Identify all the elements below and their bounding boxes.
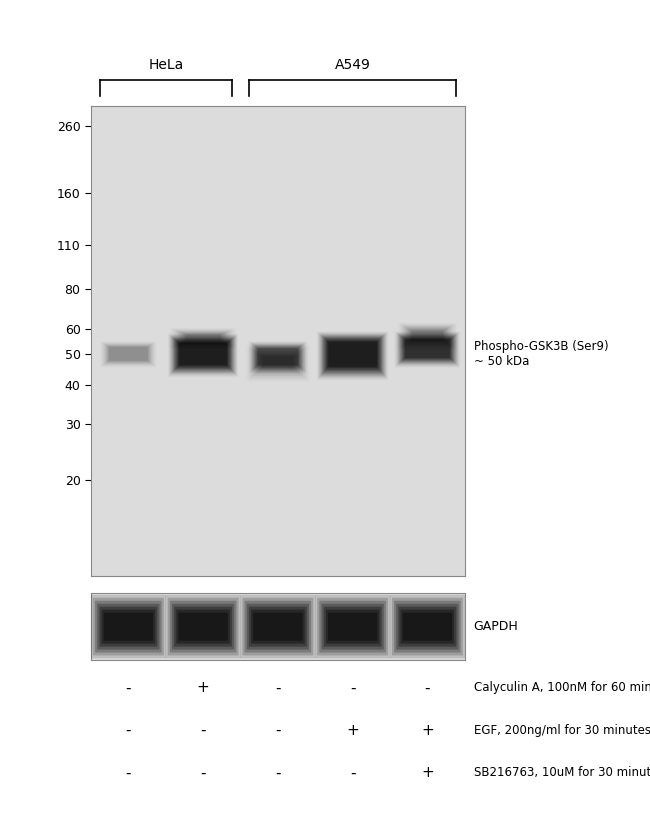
FancyBboxPatch shape (93, 598, 164, 655)
FancyBboxPatch shape (399, 335, 456, 364)
FancyBboxPatch shape (257, 352, 299, 373)
FancyBboxPatch shape (240, 595, 315, 659)
FancyBboxPatch shape (398, 334, 457, 364)
FancyBboxPatch shape (247, 604, 309, 650)
FancyBboxPatch shape (257, 348, 298, 365)
FancyBboxPatch shape (172, 604, 234, 650)
Text: Phospho-GSK3B (Ser9)
~ 50 kDa: Phospho-GSK3B (Ser9) ~ 50 kDa (474, 340, 608, 368)
FancyBboxPatch shape (252, 343, 304, 371)
FancyBboxPatch shape (172, 337, 235, 373)
FancyBboxPatch shape (328, 613, 377, 641)
FancyBboxPatch shape (396, 604, 458, 650)
FancyBboxPatch shape (410, 330, 445, 342)
FancyBboxPatch shape (255, 351, 301, 374)
Text: Calyculin A, 100nM for 60 minutes: Calyculin A, 100nM for 60 minutes (474, 681, 650, 694)
FancyBboxPatch shape (404, 338, 451, 359)
Text: SB216763, 10uM for 30 minutes: SB216763, 10uM for 30 minutes (474, 766, 650, 779)
FancyBboxPatch shape (324, 607, 382, 646)
Text: -: - (200, 766, 206, 780)
Text: -: - (125, 723, 131, 738)
FancyBboxPatch shape (408, 329, 447, 342)
FancyBboxPatch shape (390, 595, 465, 659)
FancyBboxPatch shape (328, 342, 377, 367)
Text: A549: A549 (335, 58, 370, 72)
FancyBboxPatch shape (251, 609, 305, 644)
FancyBboxPatch shape (178, 332, 228, 345)
FancyBboxPatch shape (95, 600, 162, 653)
FancyBboxPatch shape (91, 595, 166, 659)
FancyBboxPatch shape (170, 336, 236, 374)
FancyBboxPatch shape (178, 342, 228, 367)
Text: -: - (125, 766, 131, 780)
FancyBboxPatch shape (99, 607, 157, 646)
FancyBboxPatch shape (392, 598, 463, 655)
FancyBboxPatch shape (249, 607, 307, 646)
FancyBboxPatch shape (174, 607, 232, 646)
FancyBboxPatch shape (182, 333, 224, 343)
FancyBboxPatch shape (108, 346, 149, 362)
Text: -: - (350, 766, 356, 780)
FancyBboxPatch shape (255, 346, 301, 368)
FancyBboxPatch shape (257, 347, 299, 366)
FancyBboxPatch shape (252, 344, 304, 370)
FancyBboxPatch shape (259, 354, 297, 371)
FancyBboxPatch shape (180, 332, 226, 344)
FancyBboxPatch shape (173, 337, 233, 372)
FancyBboxPatch shape (176, 340, 231, 369)
FancyBboxPatch shape (262, 356, 294, 368)
FancyBboxPatch shape (322, 336, 384, 374)
FancyBboxPatch shape (323, 337, 382, 373)
FancyBboxPatch shape (254, 345, 302, 369)
Text: EGF, 200ng/ml for 30 minutes: EGF, 200ng/ml for 30 minutes (474, 724, 650, 737)
FancyBboxPatch shape (400, 336, 454, 362)
FancyBboxPatch shape (411, 331, 443, 341)
FancyBboxPatch shape (315, 595, 390, 659)
FancyBboxPatch shape (166, 595, 240, 659)
Text: +: + (421, 723, 434, 738)
FancyBboxPatch shape (402, 337, 452, 360)
FancyBboxPatch shape (324, 338, 381, 371)
FancyBboxPatch shape (318, 333, 387, 379)
FancyBboxPatch shape (405, 327, 450, 345)
FancyBboxPatch shape (255, 346, 300, 367)
FancyBboxPatch shape (317, 598, 388, 655)
FancyBboxPatch shape (179, 613, 228, 641)
FancyBboxPatch shape (101, 609, 155, 644)
FancyBboxPatch shape (407, 328, 448, 344)
Text: -: - (275, 766, 281, 780)
FancyBboxPatch shape (177, 341, 229, 368)
FancyBboxPatch shape (402, 337, 453, 361)
FancyBboxPatch shape (403, 613, 452, 641)
Text: HeLa: HeLa (148, 58, 183, 72)
FancyBboxPatch shape (170, 600, 237, 653)
FancyBboxPatch shape (244, 600, 311, 653)
Text: -: - (125, 681, 131, 695)
Text: +: + (346, 723, 359, 738)
FancyBboxPatch shape (405, 339, 450, 358)
FancyBboxPatch shape (185, 334, 221, 342)
Text: +: + (421, 766, 434, 780)
FancyBboxPatch shape (398, 607, 456, 646)
FancyBboxPatch shape (394, 600, 461, 653)
FancyBboxPatch shape (176, 609, 230, 644)
Text: -: - (424, 681, 430, 695)
Text: GAPDH: GAPDH (474, 620, 519, 633)
FancyBboxPatch shape (107, 346, 150, 362)
FancyBboxPatch shape (174, 339, 232, 370)
FancyBboxPatch shape (179, 343, 227, 365)
FancyBboxPatch shape (254, 613, 302, 641)
FancyBboxPatch shape (260, 355, 296, 370)
Text: -: - (275, 723, 281, 738)
FancyBboxPatch shape (326, 339, 380, 369)
Text: -: - (200, 723, 206, 738)
FancyBboxPatch shape (168, 598, 239, 655)
FancyBboxPatch shape (104, 613, 153, 641)
FancyBboxPatch shape (327, 341, 378, 368)
FancyBboxPatch shape (319, 600, 386, 653)
Text: -: - (350, 681, 356, 695)
FancyBboxPatch shape (184, 333, 222, 342)
FancyBboxPatch shape (242, 598, 313, 655)
FancyBboxPatch shape (320, 335, 385, 376)
Text: +: + (197, 681, 209, 695)
FancyBboxPatch shape (98, 604, 159, 650)
